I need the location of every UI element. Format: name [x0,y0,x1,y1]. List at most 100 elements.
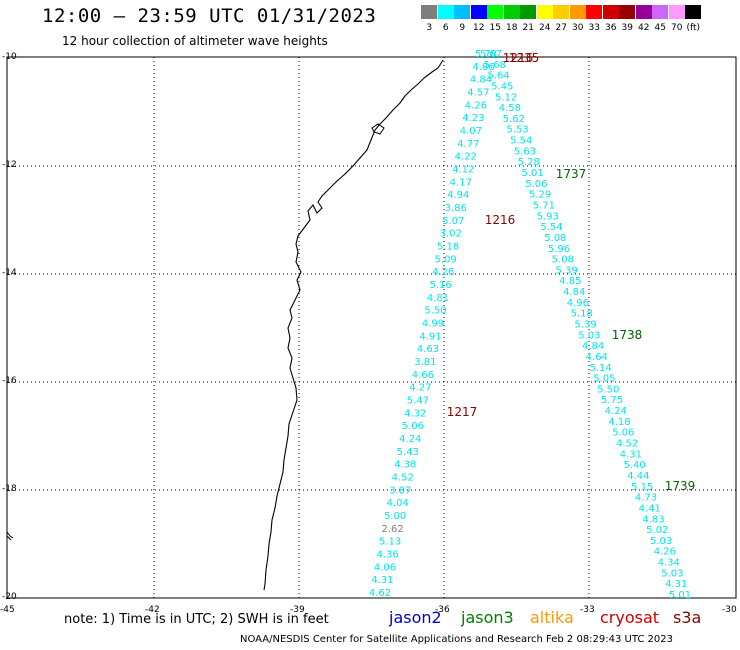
wave-height-value: 5.02 [646,525,668,536]
wave-height-value: 5.13 [379,537,401,548]
scale-swatch [619,5,635,19]
scale-swatch [668,5,685,19]
wave-height-value: 4.26 [465,100,487,111]
scale-label: 27 [555,23,567,33]
wave-height-value: 3.86 [445,203,467,214]
satellite-legend-jason3: jason3 [461,608,514,627]
wave-height-value: 5.54 [540,222,562,233]
scale-label: 3 [426,23,433,33]
wave-height-value: 5.64 [487,71,509,82]
wave-height-value: 3.02 [440,229,462,240]
scale-swatch [553,5,569,19]
wave-height-value: 4.06 [374,562,396,573]
scale-swatch [536,5,553,19]
wave-height-value: 5.08 [544,233,566,244]
wave-height-value: 5.50 [424,306,446,317]
scale-label: 39 [621,23,633,33]
wave-height-value: 4.17 [450,177,472,188]
pass-time-label: 1737 [556,167,587,181]
scale-label: 24 [539,23,551,33]
lat-label: -12 [2,160,17,170]
wave-height-value: 5.45 [491,82,513,93]
scale-label: (ft) [686,23,701,33]
scale-swatch [685,5,701,19]
wave-height-value: 5.75 [601,395,623,406]
scale-label: 15 [489,23,501,33]
altimeter-tracks: 5.675.685.645.455.124.585.625.535.545.63… [369,49,695,601]
scale-swatch [503,5,520,19]
map-frame [6,56,737,599]
scale-label: 45 [654,23,666,33]
wave-height-value: 4.31 [620,449,642,460]
pass-time-label: 1217 [447,405,478,419]
credit-line: NOAA/NESDIS Center for Satellite Applica… [240,634,673,645]
scale-swatch [470,5,487,19]
lat-label: -20 [2,592,17,602]
wave-height-value: 4.04 [387,498,409,509]
wave-height-value: 5.96 [548,244,570,255]
wave-height-value: 5.06 [525,179,547,190]
wave-height-value: 4.81 [427,293,449,304]
wave-height-value: 4.31 [665,579,687,590]
wave-height-value: 4.58 [499,103,521,114]
lon-label: -45 [0,605,15,615]
wave-height-value: 5.06 [402,421,424,432]
lon-label: -39 [290,605,305,615]
wave-height-value: 3.81 [414,357,436,368]
wave-height-value: 3.87 [389,485,411,496]
wave-height-value: 5.53 [506,125,528,136]
lon-label: -36 [435,605,450,615]
wave-height-value: 4.18 [608,417,630,428]
scale-label: 21 [522,23,534,33]
scale-label: 30 [572,23,584,33]
scale-label: 9 [459,23,466,33]
lat-label: -18 [2,484,17,494]
wave-height-value: 5.47 [407,396,429,407]
wave-height-value: 5.43 [397,447,419,458]
wave-height-value: 4.84 [470,75,492,86]
wave-height-value: 4.66 [412,370,434,381]
scale-swatch [520,5,536,19]
wave-height-value: 5.06 [612,428,634,439]
wave-height-value: 4.26 [432,267,454,278]
satellite-legend-cryosat: cryosat [600,608,660,627]
scale-swatch [487,5,503,19]
wave-height-value: 5.54 [510,136,532,147]
wave-height-value: 5.14 [589,363,611,374]
pass-time-label: 1216 [485,213,516,227]
lat-label: -14 [2,268,17,278]
wave-height-value: 5.39 [555,265,577,276]
wave-height-value: 4.62 [369,588,391,599]
wave-height-value: 4.73 [635,493,657,504]
wave-height-value: 5.12 [495,92,517,103]
wave-height-value: 5.71 [533,201,555,212]
wave-height-value: 4.41 [639,503,661,514]
pass-time-label: 1738 [612,328,643,342]
wave-height-value: 4.91 [419,331,441,342]
wave-height-value: 5.50 [597,384,619,395]
scale-label: 36 [605,23,617,33]
wave-height-value: 5.40 [623,460,645,471]
satellite-legend-s3a: s3a [673,608,702,627]
wave-height-value: 4.86 [472,62,494,73]
pass-time-label: 1235 [509,51,540,65]
wave-height-value: 5.63 [514,146,536,157]
wave-height-value: 5.18 [571,309,593,320]
wave-height-value: 4.34 [658,558,680,569]
scale-swatch [635,5,652,19]
wave-height-value: 4.83 [642,514,664,525]
scale-label: 6 [442,23,449,33]
wave-height-value: 4.52 [392,473,414,484]
wave-height-value: 5.09 [434,254,456,265]
wave-height-value: 4.12 [452,165,474,176]
wave-height-value: 5.01 [669,590,691,601]
wave-height-value: 4.84 [563,287,585,298]
wave-height-value: 4.84 [582,341,604,352]
coastline [263,59,444,591]
wave-height-value: 4.52 [616,439,638,450]
wave-height-value: 5.18 [437,242,459,253]
wave-height-value: 5.39 [574,320,596,331]
map-gridlines [7,57,736,598]
wave-height-value: 5.67 [480,49,502,60]
